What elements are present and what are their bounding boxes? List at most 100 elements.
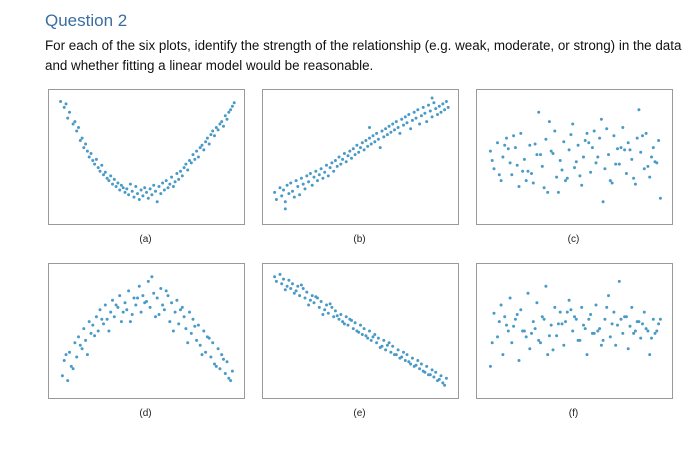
scatter-point: [179, 308, 182, 312]
scatter-point: [71, 122, 75, 126]
scatter-point: [326, 174, 330, 178]
scatter-point: [285, 284, 289, 288]
scatter-point: [412, 110, 416, 114]
scatter-point: [305, 290, 309, 294]
scatter-point: [198, 343, 202, 347]
scatter-point: [317, 173, 321, 177]
scatter-point: [547, 334, 551, 338]
scatter-point: [209, 133, 213, 137]
scatter-point: [517, 359, 521, 362]
scatter-point: [344, 160, 348, 164]
scatter-point: [139, 188, 143, 192]
scatter-point: [569, 133, 573, 137]
scatter-point: [96, 166, 100, 170]
scatter-point: [400, 355, 404, 359]
scatter-point: [499, 303, 503, 307]
scatter-point: [505, 136, 508, 140]
scatter-point: [655, 329, 659, 333]
scatter-point: [592, 331, 596, 335]
scatter-point: [658, 196, 662, 200]
scatter-point: [619, 146, 623, 150]
scatter-point: [612, 134, 616, 138]
scatter-point: [132, 195, 136, 199]
scatter-point: [578, 338, 582, 342]
scatter-point: [333, 159, 337, 162]
scatter-point: [560, 322, 564, 326]
scatter-point: [214, 126, 218, 129]
scatter-point: [146, 279, 150, 283]
scatter-point: [578, 174, 582, 178]
scatter-point: [644, 327, 648, 331]
scatter-point: [564, 179, 567, 183]
scatter-point: [229, 108, 233, 112]
scatter-point: [143, 186, 147, 190]
scatter-point: [107, 329, 111, 333]
scatter-point: [526, 169, 530, 173]
scatter-point: [335, 164, 339, 168]
scatter-point: [651, 317, 655, 321]
scatter-point: [66, 116, 70, 120]
scatter-point: [283, 288, 287, 292]
scatter-point: [366, 336, 370, 340]
scatter-point: [123, 190, 127, 194]
scatter-point: [410, 118, 414, 122]
scatter-point: [296, 185, 300, 188]
scatter-point: [319, 167, 323, 171]
scatter-point: [68, 110, 71, 114]
scatter-point: [432, 101, 436, 105]
scatter-point: [200, 143, 204, 147]
scatter-point: [273, 190, 277, 194]
scatter-point: [585, 353, 589, 357]
scatter-point: [303, 187, 307, 191]
plot-a-label: (a): [139, 234, 152, 245]
scatter-point: [195, 338, 199, 342]
scatter-point: [531, 320, 535, 324]
scatter-point: [66, 379, 70, 383]
scatter-point: [280, 282, 284, 286]
scatter-point: [410, 356, 414, 360]
scatter-point: [93, 162, 97, 166]
scatter-point: [546, 353, 550, 357]
scatter-point: [596, 329, 600, 333]
scatter-point: [639, 150, 643, 154]
scatter-point: [641, 134, 644, 138]
scatter-point: [574, 317, 578, 321]
scatter-point: [180, 174, 184, 178]
scatter-point: [119, 183, 123, 187]
scatter-point: [78, 343, 82, 347]
scatter-point: [225, 360, 229, 364]
scatter-point: [177, 322, 181, 326]
scatter-point: [75, 129, 79, 133]
scatter-point: [62, 105, 66, 109]
scatter-point: [430, 368, 434, 372]
scatter-point: [282, 188, 285, 192]
scatter-point: [503, 315, 507, 319]
scatter-point: [230, 369, 234, 373]
plot-e: [262, 263, 459, 399]
scatter-point: [439, 374, 443, 378]
scatter-point: [619, 317, 623, 321]
scatter-point: [626, 347, 630, 351]
scatter-point: [531, 181, 535, 185]
scatter-point: [182, 315, 186, 319]
scatter-point: [211, 129, 215, 133]
scatter-point: [186, 168, 190, 172]
scatter-point: [291, 282, 294, 286]
scatter-point: [539, 153, 542, 157]
scatter-point: [492, 167, 496, 171]
plot-c-label: (c): [567, 234, 580, 245]
scatter-point: [436, 113, 439, 116]
scatter-point: [164, 179, 168, 183]
scatter-point: [567, 148, 571, 152]
scatter-point: [141, 294, 145, 298]
scatter-point: [419, 114, 423, 118]
scatter-point: [166, 294, 170, 298]
scatter-point: [571, 122, 575, 126]
scatter-point: [202, 148, 206, 152]
scatter-point: [537, 110, 541, 114]
plot-e-area: [273, 272, 448, 387]
scatter-point: [161, 303, 165, 307]
scatter-point: [393, 353, 396, 357]
scatter-point: [168, 320, 172, 324]
scatter-point: [547, 120, 551, 124]
